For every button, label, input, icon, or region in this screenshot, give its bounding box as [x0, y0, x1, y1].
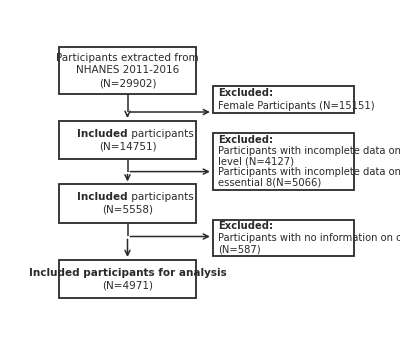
- Bar: [59, 184, 196, 223]
- Text: Included: Included: [77, 192, 128, 202]
- Text: NHANES 2011-2016: NHANES 2011-2016: [76, 65, 179, 75]
- Bar: [213, 220, 354, 256]
- Text: level (N=4127): level (N=4127): [218, 156, 294, 166]
- Text: (N=587): (N=587): [218, 245, 261, 255]
- Text: Included: Included: [77, 129, 128, 139]
- Text: Included participants for analysis: Included participants for analysis: [29, 268, 226, 278]
- Text: (N=14751): (N=14751): [99, 141, 156, 151]
- Text: essential 8(N=5066): essential 8(N=5066): [218, 177, 322, 187]
- Text: participants: participants: [128, 129, 193, 139]
- Text: Included participants: Included participants: [72, 192, 183, 202]
- Text: Excluded:: Excluded:: [218, 221, 274, 231]
- Text: (N=29902): (N=29902): [99, 78, 156, 88]
- Text: Participants with no information on covariates: Participants with no information on cova…: [218, 233, 400, 243]
- Text: (N=5558): (N=5558): [102, 205, 153, 215]
- Text: Participants with incomplete data on life’s: Participants with incomplete data on lif…: [218, 167, 400, 177]
- Bar: [59, 121, 196, 159]
- Bar: [59, 46, 196, 94]
- Text: (N=4971): (N=4971): [102, 280, 153, 290]
- Text: Excluded:: Excluded:: [218, 88, 274, 98]
- Text: Female Participants (N=15151): Female Participants (N=15151): [218, 101, 375, 111]
- Text: Participants extracted from: Participants extracted from: [56, 53, 199, 63]
- Text: Excluded:: Excluded:: [218, 135, 274, 145]
- Bar: [213, 133, 354, 190]
- Text: Participants with incomplete data on testosterone: Participants with incomplete data on tes…: [218, 146, 400, 155]
- Bar: [213, 86, 354, 113]
- Text: participants: participants: [128, 192, 193, 202]
- Bar: [59, 260, 196, 298]
- Text: Included participants: Included participants: [72, 129, 183, 139]
